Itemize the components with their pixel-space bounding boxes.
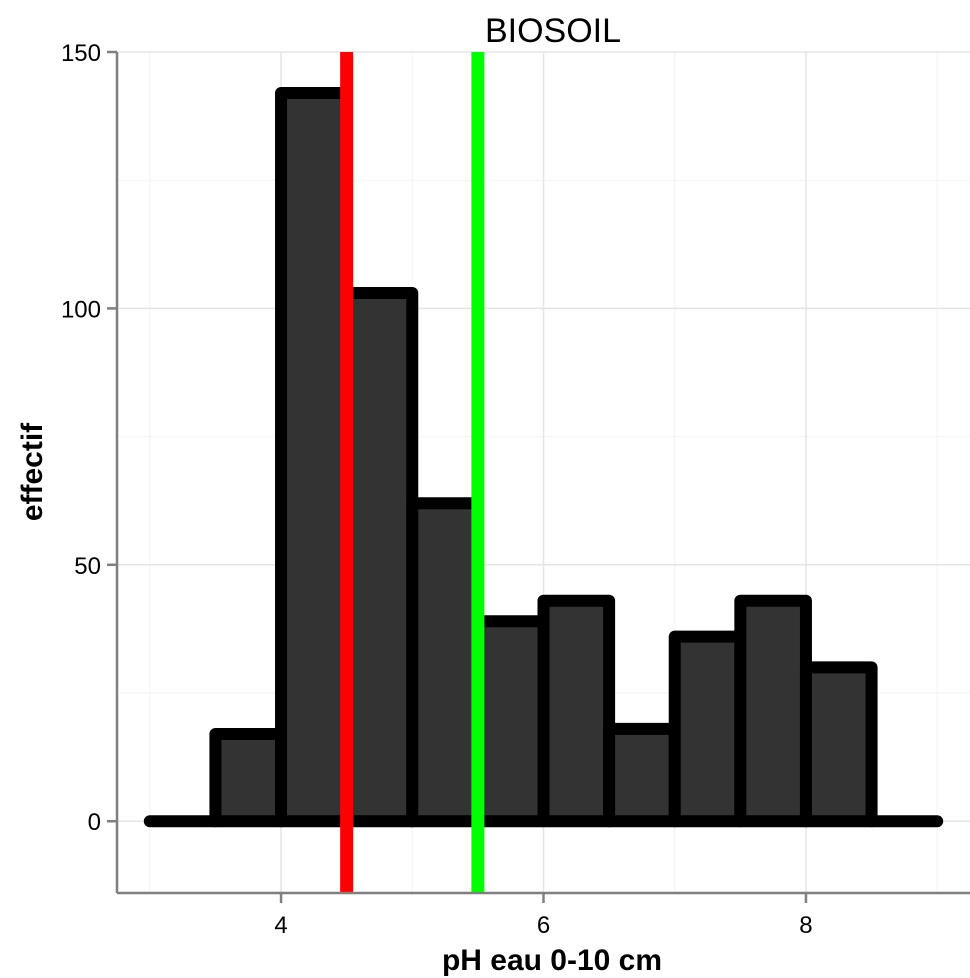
x-axis-title: pH eau 0-10 cm (442, 944, 662, 977)
x-tick-label: 8 (799, 912, 812, 939)
axes-layer: 0 50 100 150 4 6 8 (61, 40, 970, 939)
histogram-bar (537, 594, 616, 828)
y-tick-label: 100 (61, 296, 101, 323)
histogram-bar (340, 287, 419, 828)
reference-lines-layer (340, 52, 485, 893)
histogram-bar (275, 87, 353, 828)
x-tick-label: 6 (537, 912, 550, 939)
y-tick-label: 150 (61, 40, 101, 67)
y-tick-label: 50 (74, 553, 101, 580)
histogram-bar (603, 722, 681, 828)
histogram-bar (406, 497, 484, 828)
y-tick-label: 0 (88, 809, 101, 836)
histogram-bar (799, 661, 878, 828)
histogram-bar (209, 728, 288, 828)
x-tick-label: 4 (274, 912, 287, 939)
histogram-bar (471, 615, 550, 828)
chart-title: BIOSOIL (485, 12, 621, 50)
histogram-bar (734, 594, 812, 828)
histogram-bar (668, 630, 747, 828)
y-axis-title: effectif (16, 422, 49, 521)
